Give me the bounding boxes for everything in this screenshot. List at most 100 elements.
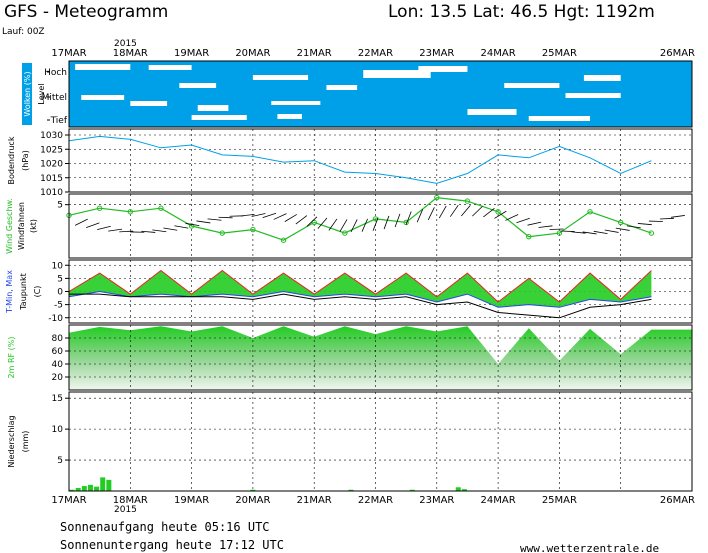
- wind-barb: [306, 216, 318, 227]
- wind-barb: [339, 219, 348, 232]
- pressure-ytick-label: 1010: [40, 188, 63, 198]
- precip-bar: [348, 489, 354, 491]
- precip-bar: [455, 487, 461, 491]
- cloud-ylabel2: Level: [37, 83, 46, 104]
- sunset-text: Sonnenuntergang heute 17:12 UTC: [60, 538, 284, 552]
- x-tick-label-top: 26MAR: [660, 48, 695, 59]
- wind-speed-point: [280, 237, 287, 243]
- location-info: Lon: 13.5 Lat: 46.5 Hgt: 1192m: [388, 2, 655, 22]
- cloud-clear-patch: [197, 105, 229, 111]
- x-tick-label-bottom: 26MAR: [660, 495, 695, 506]
- wind-speed-point: [495, 209, 501, 215]
- temp-ylabel: T-Min, Max: [5, 270, 14, 314]
- cloud-clear-patch: [326, 85, 358, 90]
- wind-barb: [549, 228, 564, 230]
- x-tick-label-top: 24MAR: [481, 48, 516, 59]
- x-tick-label-top: 19MAR: [174, 48, 209, 59]
- pressure-ytick-label: 1020: [40, 160, 63, 170]
- wind-speed-point: [96, 205, 103, 211]
- x-tick-label-bottom: 19MAR: [174, 495, 209, 506]
- x-tick-label-bottom: 25MAR: [542, 495, 577, 506]
- wind-barb: [350, 219, 358, 233]
- wind-barb: [659, 217, 674, 220]
- wind-barb: [394, 213, 401, 228]
- x-tick-label-top: 17MAR: [51, 48, 86, 59]
- temp-panel-frame: [68, 259, 693, 324]
- wind-barb: [119, 230, 134, 233]
- chart-title: GFS - Meteogramm: [4, 2, 168, 22]
- wind-barb: [427, 207, 435, 221]
- pressure-line: [68, 135, 652, 184]
- wind-barb: [670, 215, 685, 218]
- x-tick-label-bottom: 23MAR: [419, 495, 454, 506]
- rh-ylabel: 2m RF (%): [7, 337, 16, 379]
- cloud-clear-patch: [528, 116, 591, 121]
- pressure-ytick-label: 1030: [40, 131, 63, 141]
- wind-barb: [152, 229, 167, 233]
- x-tick-label-bottom: 18MAR: [113, 495, 148, 506]
- temp-ylabel2: Taupunkt: [19, 273, 28, 311]
- wind-barb: [449, 204, 459, 217]
- wind-barb: [141, 230, 156, 233]
- wind-speed-point: [434, 194, 440, 201]
- wind-speed-point: [587, 209, 593, 215]
- wind-speed-point: [127, 209, 134, 215]
- wind-speed-point: [311, 219, 317, 226]
- x-tick-label-top: 25MAR: [542, 48, 577, 59]
- wind-panel-frame: [68, 193, 693, 259]
- precip-bar: [250, 489, 256, 491]
- rh-ytick-label: 80: [52, 334, 64, 344]
- precip-unit: (mm): [21, 431, 30, 453]
- rh-ytick-label: 60: [52, 347, 64, 357]
- wind-barb: [251, 213, 266, 217]
- wind-barb: [405, 211, 412, 225]
- wind-speed-point: [648, 230, 655, 236]
- wind-barb: [372, 217, 379, 231]
- temp-ytick-label: -10: [48, 314, 63, 324]
- x-tick-label-bottom: 24MAR: [481, 495, 516, 506]
- x-tick-label-top: 23MAR: [419, 48, 454, 59]
- wind-barb: [582, 231, 597, 235]
- rh-ytick-label: 40: [52, 360, 64, 370]
- wind-speed-point: [342, 230, 348, 236]
- cloud-clear-patch: [363, 70, 431, 78]
- wind-speed-point: [556, 230, 563, 236]
- pressure-ylabel: Bodendruck: [7, 136, 16, 184]
- wind-barb: [97, 225, 111, 231]
- temp-min-line: [68, 290, 652, 308]
- cloud-clear-patch: [130, 101, 168, 106]
- sunrise-text: Sonnenaufgang heute 05:16 UTC: [60, 520, 270, 534]
- year-top: 2015: [114, 39, 137, 49]
- wind-speed-point: [219, 230, 225, 236]
- cloud-clear-patch: [271, 101, 321, 105]
- temp-range-fill: [69, 270, 652, 308]
- wind-barb: [461, 205, 471, 217]
- wind-barb: [472, 206, 483, 217]
- wind-barb: [637, 223, 652, 226]
- wind-barb: [383, 215, 390, 230]
- temp-ytick-label: 10: [52, 261, 64, 271]
- cloud-clear-patch: [583, 75, 621, 81]
- rh-area: [69, 326, 692, 390]
- temp-max-line: [68, 269, 652, 303]
- wind-barb: [516, 217, 530, 224]
- run-label: Lauf: 00Z: [2, 27, 45, 37]
- wind-barb: [262, 212, 277, 219]
- precip-ylabel: Niederschlag: [7, 415, 16, 467]
- precip-bar: [94, 486, 100, 491]
- wind-speed-point: [188, 223, 195, 229]
- website-text: www.wetterzentrale.de: [520, 542, 659, 553]
- wind-barb: [185, 222, 200, 227]
- precip-bar: [106, 479, 112, 491]
- precip-bar: [81, 486, 87, 491]
- dewpoint-line: [69, 293, 652, 319]
- cloud-clear-patch: [277, 114, 302, 119]
- precip-ytick-label: 10: [52, 425, 64, 435]
- cloud-panel-frame: [68, 60, 693, 128]
- wind-barb: [240, 213, 255, 217]
- wind-speed-point: [158, 205, 164, 211]
- precip-bar: [100, 477, 106, 491]
- wind-barb: [218, 216, 233, 219]
- wind-barb: [273, 213, 287, 220]
